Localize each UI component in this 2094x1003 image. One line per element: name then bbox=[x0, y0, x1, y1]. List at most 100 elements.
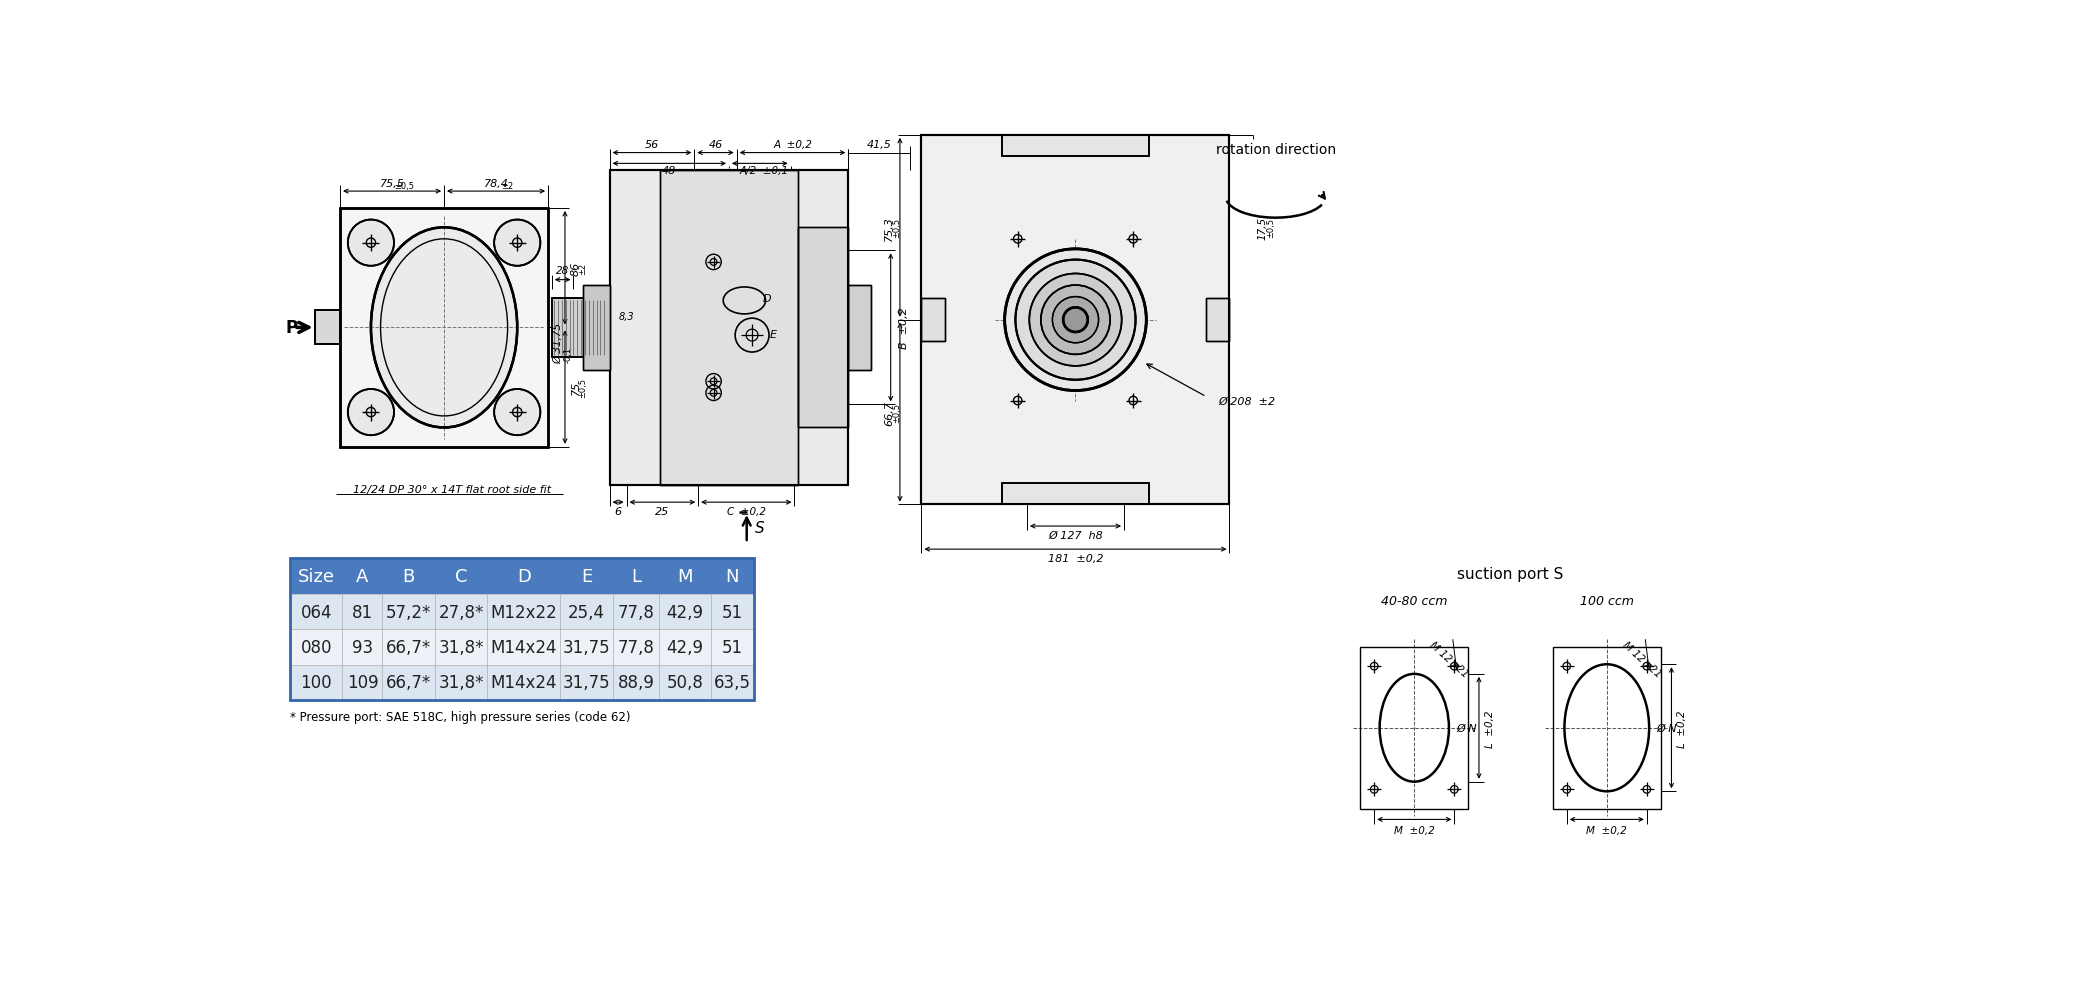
Text: 51: 51 bbox=[722, 603, 743, 621]
Bar bbox=[343, 559, 383, 594]
Text: 17,5: 17,5 bbox=[1258, 217, 1267, 240]
Bar bbox=[712, 665, 754, 700]
Text: 75,3: 75,3 bbox=[884, 216, 894, 241]
Bar bbox=[291, 665, 343, 700]
Text: 63,5: 63,5 bbox=[714, 674, 752, 692]
Text: 42,9: 42,9 bbox=[666, 638, 704, 656]
Text: B  ±0,2: B ±0,2 bbox=[898, 307, 909, 349]
Circle shape bbox=[1030, 274, 1122, 366]
Circle shape bbox=[1064, 308, 1087, 333]
Bar bbox=[316, 311, 339, 345]
Text: 46: 46 bbox=[708, 140, 722, 150]
Text: Ø N: Ø N bbox=[1457, 723, 1476, 733]
Text: M 12 x21: M 12 x21 bbox=[1621, 639, 1663, 679]
Text: 86: 86 bbox=[572, 262, 580, 276]
Bar bbox=[343, 630, 383, 665]
Text: 41,5: 41,5 bbox=[867, 140, 892, 150]
Bar bbox=[921, 299, 944, 342]
Text: S: S bbox=[756, 521, 764, 536]
Text: 50,8: 50,8 bbox=[666, 674, 704, 692]
Text: 77,8: 77,8 bbox=[618, 603, 653, 621]
Text: 57,2*: 57,2* bbox=[385, 603, 431, 621]
Text: Ø 208  ±2: Ø 208 ±2 bbox=[1219, 396, 1275, 406]
Text: M12x22: M12x22 bbox=[490, 603, 557, 621]
Bar bbox=[553, 299, 609, 357]
Circle shape bbox=[1016, 261, 1135, 380]
Text: 78,4: 78,4 bbox=[484, 180, 509, 190]
Circle shape bbox=[1041, 286, 1110, 355]
Text: 25,4: 25,4 bbox=[567, 603, 605, 621]
Bar bbox=[660, 171, 798, 485]
Text: 28: 28 bbox=[557, 266, 570, 276]
Bar bbox=[488, 559, 561, 594]
Text: ±0,5: ±0,5 bbox=[892, 402, 900, 422]
Circle shape bbox=[494, 389, 540, 435]
Bar bbox=[339, 209, 549, 447]
Bar bbox=[609, 171, 848, 485]
Text: 109: 109 bbox=[348, 674, 379, 692]
Bar bbox=[848, 286, 871, 370]
Text: L: L bbox=[630, 568, 641, 586]
Text: A: A bbox=[356, 568, 369, 586]
Bar bbox=[660, 171, 798, 485]
Bar bbox=[921, 135, 1229, 505]
Text: L  ±0,2: L ±0,2 bbox=[1485, 709, 1495, 747]
Text: * Pressure port: SAE 518C, high pressure series (code 62): * Pressure port: SAE 518C, high pressure… bbox=[291, 711, 630, 724]
Bar bbox=[848, 286, 871, 370]
Bar bbox=[291, 594, 343, 630]
Text: 31,75: 31,75 bbox=[563, 638, 609, 656]
Text: ±0,5: ±0,5 bbox=[1265, 218, 1275, 238]
Bar bbox=[561, 630, 614, 665]
Bar bbox=[712, 559, 754, 594]
Bar bbox=[614, 594, 660, 630]
Bar bbox=[339, 209, 549, 447]
Bar bbox=[561, 559, 614, 594]
Bar bbox=[712, 630, 754, 665]
Text: M14x24: M14x24 bbox=[490, 674, 557, 692]
Circle shape bbox=[1053, 297, 1099, 343]
Text: ±0,5: ±0,5 bbox=[394, 182, 415, 191]
Text: E: E bbox=[580, 568, 593, 586]
Text: N: N bbox=[727, 568, 739, 586]
Bar bbox=[1206, 299, 1229, 342]
Bar bbox=[660, 559, 712, 594]
Circle shape bbox=[494, 221, 540, 267]
Text: C: C bbox=[454, 568, 467, 586]
Bar bbox=[436, 630, 488, 665]
Text: 12/24 DP 30° x 14T flat root side fit: 12/24 DP 30° x 14T flat root side fit bbox=[352, 484, 551, 494]
Text: -0,1: -0,1 bbox=[563, 347, 572, 363]
Bar bbox=[1003, 483, 1150, 505]
Bar bbox=[436, 594, 488, 630]
Text: 40-80 ccm: 40-80 ccm bbox=[1382, 595, 1447, 608]
Text: M 12 x21: M 12 x21 bbox=[1428, 639, 1470, 679]
Bar bbox=[1003, 135, 1150, 157]
Bar bbox=[1206, 299, 1229, 342]
Bar bbox=[383, 665, 436, 700]
Bar bbox=[561, 594, 614, 630]
Text: M  ±0,2: M ±0,2 bbox=[1587, 825, 1627, 835]
Text: 56: 56 bbox=[645, 140, 660, 150]
Bar bbox=[798, 228, 848, 428]
Text: A  ±0,2: A ±0,2 bbox=[773, 140, 812, 150]
Text: Size: Size bbox=[297, 568, 335, 586]
Text: 25: 25 bbox=[655, 507, 670, 517]
Text: D: D bbox=[762, 294, 773, 304]
Bar bbox=[436, 559, 488, 594]
Bar bbox=[1554, 647, 1661, 808]
Bar bbox=[553, 299, 609, 357]
Text: 31,75: 31,75 bbox=[563, 674, 609, 692]
Bar bbox=[921, 135, 1229, 505]
Text: ±0,5: ±0,5 bbox=[892, 218, 900, 238]
Bar bbox=[1361, 647, 1468, 808]
Bar bbox=[291, 559, 343, 594]
Bar bbox=[383, 630, 436, 665]
Bar bbox=[660, 594, 712, 630]
Text: 66,7*: 66,7* bbox=[385, 674, 431, 692]
Text: 6: 6 bbox=[614, 507, 622, 517]
Text: B: B bbox=[402, 568, 415, 586]
Text: M  ±0,2: M ±0,2 bbox=[1395, 825, 1434, 835]
Bar bbox=[488, 630, 561, 665]
Text: 100: 100 bbox=[299, 674, 333, 692]
Text: ±2: ±2 bbox=[500, 182, 513, 191]
Text: M14x24: M14x24 bbox=[490, 638, 557, 656]
